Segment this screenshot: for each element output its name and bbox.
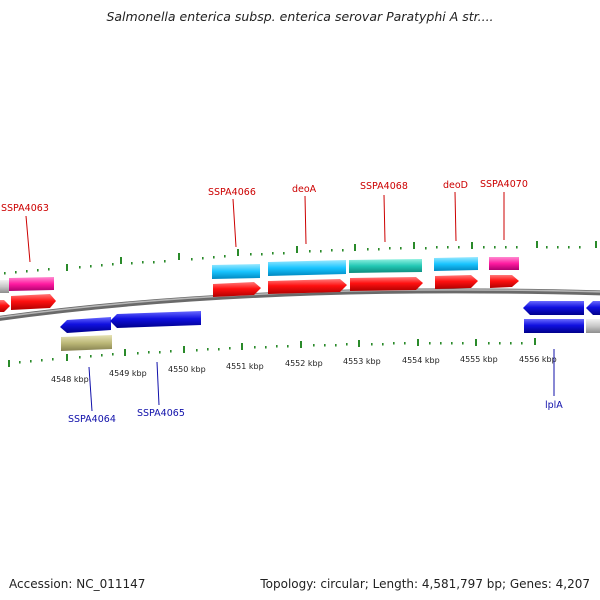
gene-label: SSPA4065 xyxy=(137,408,185,419)
forward-features-top xyxy=(0,257,519,293)
cyan-feature xyxy=(268,260,346,276)
red-gene-arrow xyxy=(213,282,261,297)
axis-label: 4553 kbp xyxy=(343,357,381,366)
bottom-tick-dots xyxy=(19,342,523,364)
magenta-feature xyxy=(489,257,519,270)
axis-label: 4551 kbp xyxy=(226,362,264,371)
grey-feature xyxy=(0,280,9,293)
forward-features-red xyxy=(0,275,519,312)
blue-feature xyxy=(524,319,584,333)
blue-gene-arrow xyxy=(110,311,201,328)
red-gene-arrow xyxy=(435,275,478,289)
top-tick-dots xyxy=(4,246,581,275)
axis-label: 4555 kbp xyxy=(460,355,498,364)
reverse-features xyxy=(60,301,600,351)
olive-feature xyxy=(61,335,112,351)
blue-gene-arrow xyxy=(586,301,600,315)
red-gene-arrow xyxy=(0,300,10,312)
axis-label: 4550 kbp xyxy=(168,365,206,374)
blue-gene-arrow xyxy=(523,301,584,315)
red-gene-arrow xyxy=(268,279,347,294)
gene-label: lplA xyxy=(545,400,563,411)
gene-label: deoD xyxy=(443,180,468,191)
blue-gene-arrow xyxy=(60,317,111,333)
top-tick-marks xyxy=(66,241,597,271)
gene-label: SSPA4064 xyxy=(68,414,116,425)
magenta-feature xyxy=(9,277,54,291)
gene-label: deoA xyxy=(292,184,317,195)
axis-label: 4556 kbp xyxy=(519,355,557,364)
axis-label: 4554 kbp xyxy=(402,356,440,365)
gene-label: SSPA4063 xyxy=(1,203,49,214)
genome-backbone xyxy=(0,288,600,321)
grey-feature xyxy=(586,319,600,333)
top-gene-labels: SSPA4063 SSPA4066 deoA SSPA4068 deoD SSP… xyxy=(1,179,528,263)
cyan-feature xyxy=(434,257,478,271)
red-gene-arrow xyxy=(350,277,423,291)
axis-label: 4549 kbp xyxy=(109,369,147,378)
accession-text: Accession: NC_011147 xyxy=(9,577,146,591)
gene-label: SSPA4070 xyxy=(480,179,528,190)
red-gene-arrow xyxy=(490,275,519,288)
gene-label: SSPA4068 xyxy=(360,181,408,192)
axis-labels: 4548 kbp 4549 kbp 4550 kbp 4551 kbp 4552… xyxy=(51,355,557,384)
genome-summary-text: Topology: circular; Length: 4,581,797 bp… xyxy=(260,577,590,591)
teal-feature xyxy=(349,259,422,273)
map-title: Salmonella enterica subsp. enterica sero… xyxy=(106,9,494,24)
cyan-feature xyxy=(212,264,260,279)
bottom-tick-marks xyxy=(8,338,536,367)
gene-label: SSPA4066 xyxy=(208,187,256,198)
axis-label: 4548 kbp xyxy=(51,375,89,384)
red-gene-arrow xyxy=(11,294,56,310)
bottom-gene-labels: SSPA4064 SSPA4065 lplA xyxy=(68,349,563,425)
axis-label: 4552 kbp xyxy=(285,359,323,368)
